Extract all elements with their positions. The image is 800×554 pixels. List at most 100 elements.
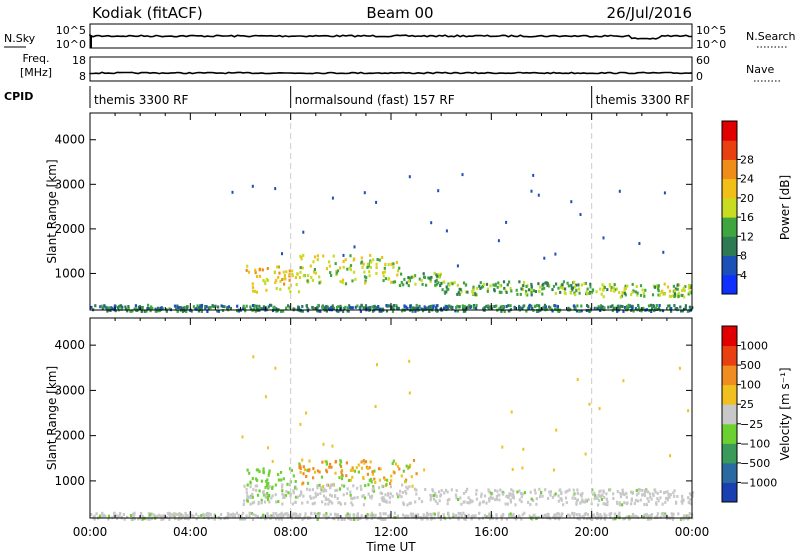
range-cell bbox=[573, 291, 576, 295]
range-cell bbox=[634, 290, 637, 294]
range-cell bbox=[472, 288, 475, 291]
range-cell bbox=[362, 475, 365, 479]
range-cell bbox=[197, 309, 200, 313]
range-cell bbox=[322, 305, 325, 309]
range-cell bbox=[622, 517, 625, 521]
range-cell bbox=[316, 484, 319, 488]
range-cell bbox=[364, 460, 368, 464]
range-cell bbox=[310, 275, 313, 279]
range-cell bbox=[409, 512, 413, 516]
range-cell bbox=[512, 489, 515, 493]
range-cell bbox=[595, 496, 598, 500]
range-cell bbox=[387, 277, 391, 281]
range-cell bbox=[325, 305, 328, 309]
range-cell bbox=[569, 291, 573, 295]
range-cell bbox=[434, 279, 437, 283]
range-cell bbox=[343, 517, 346, 521]
range-cell bbox=[466, 501, 469, 505]
range-cell bbox=[472, 285, 475, 289]
range-cell bbox=[688, 286, 691, 290]
range-cell bbox=[610, 285, 613, 289]
range-cell bbox=[265, 288, 268, 292]
range-cell bbox=[657, 293, 660, 297]
range-cell bbox=[282, 270, 285, 274]
range-cell bbox=[605, 514, 608, 518]
range-cell bbox=[467, 513, 470, 517]
range-cell bbox=[268, 471, 271, 475]
range-cell bbox=[642, 306, 645, 310]
range-cell bbox=[159, 306, 162, 310]
range-cell bbox=[640, 309, 643, 313]
range-cell bbox=[639, 284, 643, 288]
range-cell bbox=[328, 465, 331, 469]
range-cell bbox=[257, 468, 260, 472]
range-cell bbox=[533, 488, 536, 492]
range-cell bbox=[288, 269, 291, 273]
range-cell bbox=[156, 515, 159, 518]
range-cell bbox=[274, 493, 277, 497]
range-cell bbox=[508, 513, 511, 517]
range-cell bbox=[282, 477, 285, 481]
range-cell bbox=[454, 514, 457, 518]
range-cell bbox=[248, 515, 251, 518]
range-cell bbox=[689, 498, 692, 502]
range-cell bbox=[392, 262, 395, 266]
range-cell bbox=[324, 502, 327, 506]
scatter-cell bbox=[374, 405, 377, 408]
range-cell bbox=[675, 500, 678, 504]
range-cell bbox=[625, 307, 628, 311]
range-cell bbox=[390, 262, 393, 266]
range-cell bbox=[676, 283, 679, 287]
range-cell bbox=[599, 306, 602, 310]
range-cell bbox=[323, 487, 326, 491]
range-cell bbox=[661, 502, 664, 506]
range-cell bbox=[353, 513, 356, 517]
range-cell bbox=[692, 491, 695, 495]
range-cell bbox=[457, 517, 460, 521]
range-cell bbox=[173, 304, 177, 308]
range-cell bbox=[434, 499, 437, 503]
range-cell bbox=[300, 490, 303, 494]
range-cell bbox=[504, 502, 507, 506]
range-cell bbox=[345, 461, 348, 465]
range-cell bbox=[363, 275, 367, 279]
range-cell bbox=[541, 494, 544, 498]
range-cell bbox=[339, 266, 342, 270]
range-cell bbox=[446, 502, 449, 506]
range-cell bbox=[190, 514, 193, 518]
range-cell bbox=[264, 485, 267, 489]
range-cell bbox=[619, 495, 622, 499]
range-cell bbox=[412, 459, 416, 462]
range-cell bbox=[530, 291, 533, 295]
range-cell bbox=[286, 482, 289, 486]
range-cell bbox=[249, 305, 252, 309]
range-cell bbox=[491, 496, 494, 500]
range-cell bbox=[349, 254, 352, 258]
range-cell bbox=[378, 486, 381, 490]
scatter-cell bbox=[305, 411, 308, 415]
range-cell bbox=[635, 514, 638, 518]
range-cell bbox=[456, 283, 459, 287]
range-cell bbox=[396, 465, 400, 469]
range-cell bbox=[192, 514, 195, 518]
range-cell bbox=[106, 309, 109, 313]
range-cell bbox=[630, 490, 633, 494]
range-cell bbox=[534, 491, 537, 495]
range-cell bbox=[445, 290, 448, 294]
range-cell bbox=[655, 304, 658, 307]
freq-tick-low: 8 bbox=[79, 70, 86, 83]
range-cell bbox=[255, 304, 258, 308]
range-cell bbox=[478, 284, 481, 288]
range-cell bbox=[135, 307, 138, 311]
range-cell bbox=[383, 476, 386, 480]
range-cell bbox=[499, 305, 502, 309]
range-cell bbox=[369, 265, 372, 269]
range-cell bbox=[630, 497, 633, 501]
range-cell bbox=[506, 502, 509, 506]
x-tick-label: 08:00 bbox=[273, 525, 308, 539]
range-cell bbox=[427, 276, 430, 280]
range-cell bbox=[507, 496, 510, 499]
range-cell bbox=[160, 306, 163, 310]
range-cell bbox=[329, 493, 332, 497]
range-cell bbox=[200, 303, 204, 307]
